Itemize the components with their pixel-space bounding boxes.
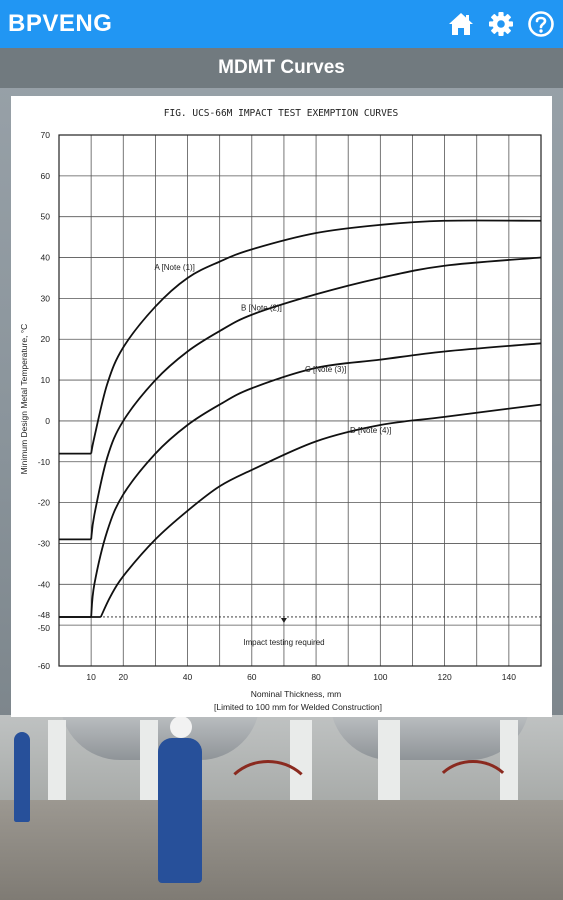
gear-icon [489,12,513,36]
chart-panel: FIG. UCS-66M IMPACT TEST EXEMPTION CURVE… [11,96,552,717]
x-tick-label: 140 [502,672,516,682]
reference-label: Impact testing required [243,638,324,647]
y-tick-label: -30 [38,538,51,548]
curve-label-a: A [Note (1)] [154,263,194,272]
y-tick-label: 60 [41,171,51,181]
home-icon [449,13,473,35]
y-tick-label: -50 [38,623,51,633]
page-header: MDMT Curves [0,48,563,88]
x-tick-label: 20 [119,672,129,682]
y-tick-label: 20 [41,334,51,344]
page-title: MDMT Curves [218,57,345,78]
help-button[interactable] [525,8,557,40]
x-tick-label: 60 [247,672,257,682]
y-tick-label: 10 [41,375,51,385]
app-title: BPVENG [8,10,113,37]
mdmt-chart: FIG. UCS-66M IMPACT TEST EXEMPTION CURVE… [19,108,542,712]
y-tick-label: -10 [38,457,51,467]
x-axis-note: [Limited to 100 mm for Welded Constructi… [214,702,382,712]
y-tick-label: 50 [41,212,51,222]
app-bar: BPVENG [0,0,563,48]
curve-a [90,219,542,454]
y-tick-label: 70 [41,130,51,140]
home-button[interactable] [445,8,477,40]
curve-d [99,403,542,618]
curve-label-d: D [Note (4)] [350,426,391,435]
y-tick-label: 0 [45,416,50,426]
plot-frame [58,134,542,667]
curve-b [90,256,542,540]
y-tick-label: -60 [38,661,51,671]
curve-label-c: C [Note (3)] [305,365,346,374]
x-tick-label: 10 [86,672,96,682]
x-axis-label: Nominal Thickness, mm [251,689,342,699]
y-tick-label: 40 [41,253,51,263]
x-tick-label: 100 [373,672,387,682]
curve-label-b: B [Note (2)] [241,304,282,313]
settings-button[interactable] [485,8,517,40]
y-tick-label: -48 [38,610,51,620]
x-tick-label: 120 [438,672,452,682]
help-icon [528,11,554,37]
y-axis-label: Minimum Design Metal Temperature, °C [19,324,29,475]
reference-arrow [280,617,287,623]
chart-title: FIG. UCS-66M IMPACT TEST EXEMPTION CURVE… [164,108,399,119]
y-tick-label: -40 [38,579,51,589]
x-tick-label: 80 [311,672,321,682]
y-tick-label: -20 [38,498,51,508]
curve-c [90,342,542,618]
x-tick-label: 40 [183,672,193,682]
y-tick-label: 30 [41,293,51,303]
